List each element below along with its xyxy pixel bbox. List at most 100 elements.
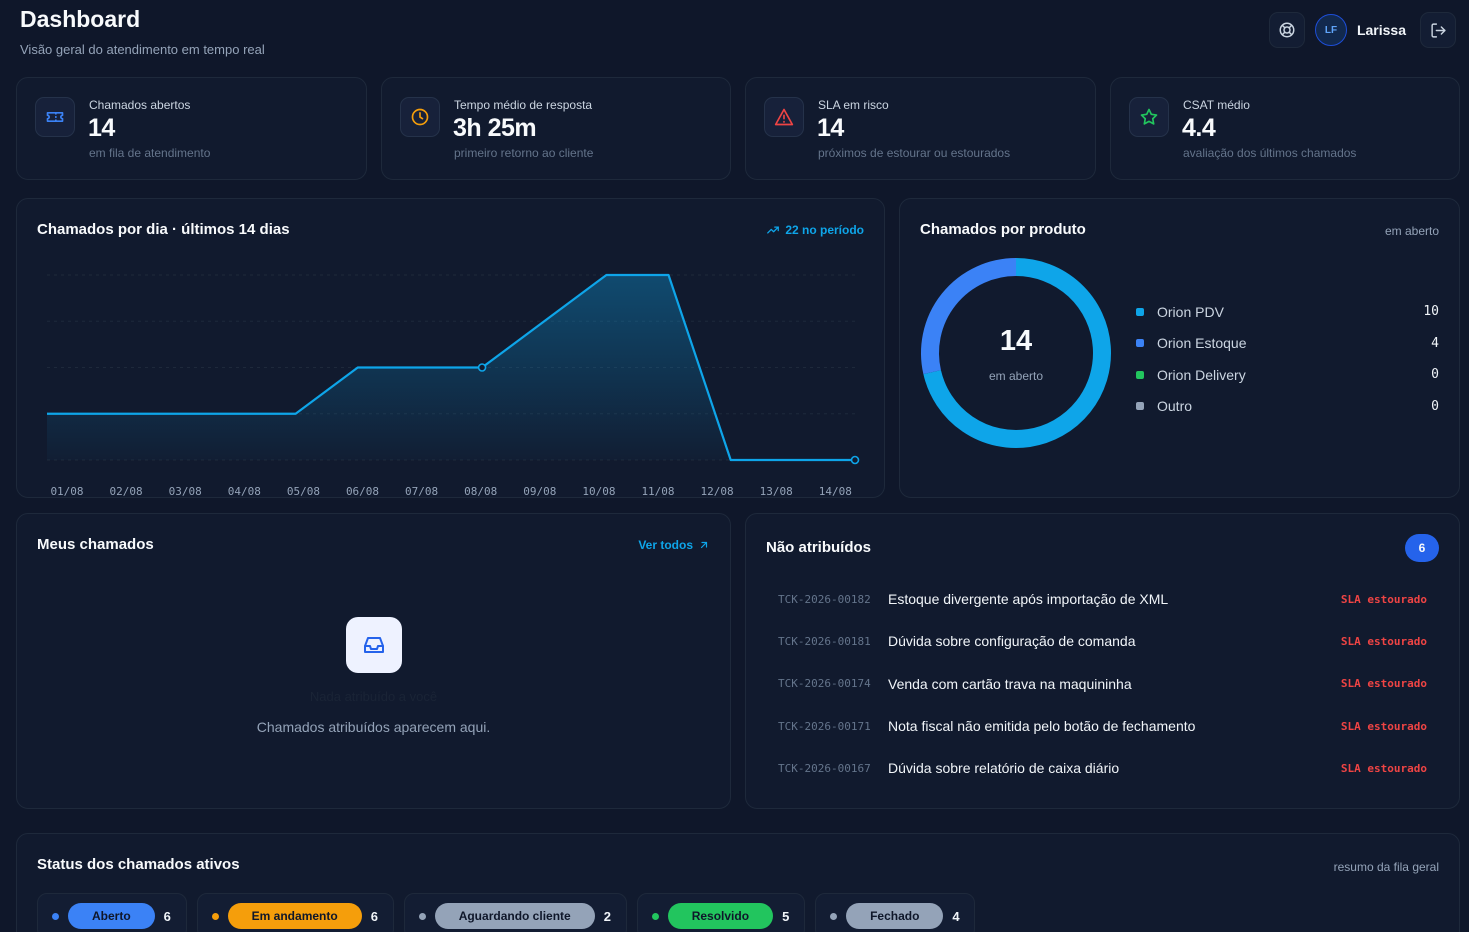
legend-dot [1136, 402, 1144, 411]
status-pill: Fechado [846, 903, 944, 929]
status-dot [52, 912, 59, 920]
period-total-label: 22 no período [785, 223, 864, 237]
sla-status: SLA estourado [1340, 634, 1427, 648]
status-list: Aberto 6 Em andamento 6 Aguardando clien… [37, 893, 976, 932]
kpi-card-sla-risk: SLA em risco 14 próximos de estourar ou … [745, 77, 1096, 180]
my-tickets-card: Meus chamados Ver todos Nada atribuído a… [16, 513, 731, 809]
lifebuoy-icon [1279, 22, 1295, 38]
kpi-card-response-time: Tempo médio de resposta 3h 25m primeiro … [381, 77, 731, 180]
donut-slice[interactable] [923, 258, 1111, 448]
x-tick-label: 09/08 [523, 485, 556, 498]
status-item-waiting-customer[interactable]: Aguardando cliente 2 [403, 893, 627, 932]
legend-count: 0 [1431, 367, 1439, 383]
sla-status: SLA estourado [1340, 719, 1427, 733]
kpi-value: 14 [88, 114, 115, 142]
view-all-link[interactable]: Ver todos [638, 538, 710, 552]
ticket-row[interactable]: TCK-2026-00182 Estoque divergente após i… [778, 578, 1427, 620]
status-item-resolved[interactable]: Resolvido 5 [636, 893, 806, 932]
my-tickets-title: Meus chamados [37, 536, 154, 553]
kpi-label: Tempo médio de resposta [454, 98, 593, 112]
product-chart-title: Chamados por produto [920, 221, 1086, 238]
empty-state-title: Nada atribuído a você [309, 689, 438, 704]
x-tick-label: 05/08 [287, 485, 320, 498]
star-icon [1140, 108, 1158, 125]
clock-icon [411, 108, 429, 126]
kpi-sub: primeiro retorno ao cliente [454, 146, 594, 160]
donut-slice[interactable] [921, 258, 1017, 375]
ticket-id: TCK-2026-00174 [778, 677, 871, 691]
ticket-title: Venda com cartão trava na maquininha [888, 675, 1132, 692]
inbox-icon [364, 637, 384, 653]
status-item-closed[interactable]: Fechado 4 [815, 893, 976, 932]
alert-triangle-icon [774, 108, 794, 126]
kpi-sub: em fila de atendimento [89, 146, 211, 160]
product-donut-chart [921, 258, 1111, 448]
status-pill: Aberto [68, 903, 155, 929]
x-tick-label: 07/08 [405, 485, 438, 498]
logout-icon [1430, 22, 1446, 38]
empty-state-text: Chamados atribuídos aparecem aqui. [256, 719, 491, 735]
data-point[interactable] [477, 363, 487, 372]
kpi-card-csat: CSAT médio 4.4 avaliação dos últimos cha… [1110, 77, 1460, 180]
legend-count: 4 [1431, 335, 1439, 351]
legend-label: Orion PDV [1157, 303, 1224, 320]
x-tick-label: 13/08 [760, 485, 793, 498]
logout-button[interactable] [1420, 12, 1456, 48]
kpi-sub: avaliação dos últimos chamados [1183, 146, 1357, 160]
kpi-icon-box [400, 97, 440, 137]
series-line [47, 273, 855, 462]
kpi-label: CSAT médio [1183, 98, 1250, 112]
product-chart-card: Chamados por produto em aberto 14 em abe… [899, 198, 1460, 498]
status-dot [830, 912, 838, 920]
status-item-open[interactable]: Aberto 6 [37, 893, 187, 932]
ticket-icon [46, 112, 64, 122]
unassigned-count-badge: 6 [1405, 534, 1439, 562]
ticket-row[interactable]: TCK-2026-00171 Nota fiscal não emitida p… [778, 705, 1427, 747]
status-count: 4 [952, 908, 960, 924]
legend-item: Orion Estoque 4 [1136, 328, 1439, 360]
unassigned-card: Não atribuídos 6 TCK-2026-00182 Estoque … [745, 513, 1460, 809]
legend-label: Orion Estoque [1157, 335, 1247, 352]
sla-status: SLA estourado [1340, 592, 1427, 606]
status-count: 6 [370, 908, 378, 924]
x-tick-label: 12/08 [701, 485, 734, 498]
daily-chart-title: Chamados por dia · últimos 14 dias [37, 221, 290, 238]
x-tick-label: 08/08 [464, 485, 497, 498]
x-tick-label: 14/08 [819, 485, 852, 498]
status-dot [651, 912, 659, 920]
data-point[interactable] [850, 455, 860, 465]
status-item-in-progress[interactable]: Em andamento 6 [196, 893, 394, 932]
kpi-sub: próximos de estourar ou estourados [818, 146, 1011, 160]
ticket-row[interactable]: TCK-2026-00181 Dúvida sobre configuração… [778, 620, 1427, 662]
legend-label: Orion Delivery [1157, 366, 1246, 383]
sla-status: SLA estourado [1340, 761, 1427, 775]
status-dot [418, 912, 426, 920]
x-tick-label: 10/08 [582, 485, 615, 498]
daily-chart-card: Chamados por dia · últimos 14 dias 22 no… [16, 198, 885, 498]
kpi-icon-box [764, 97, 804, 137]
ticket-title: Dúvida sobre configuração de comanda [888, 633, 1136, 650]
status-count: 6 [163, 908, 171, 924]
status-card: Status dos chamados ativos resumo da fil… [16, 833, 1460, 932]
x-tick-label: 06/08 [346, 485, 379, 498]
kpi-card-open: Chamados abertos 14 em fila de atendimen… [16, 77, 367, 180]
user-name[interactable]: Larissa [1356, 22, 1406, 38]
unassigned-title: Não atribuídos [766, 539, 872, 556]
legend-item: Outro 0 [1136, 391, 1439, 423]
ticket-row[interactable]: TCK-2026-00167 Dúvida sobre relatório de… [778, 747, 1427, 789]
status-hint: resumo da fila geral [1333, 860, 1439, 874]
support-button[interactable] [1268, 12, 1305, 48]
arrow-up-right-icon [700, 541, 708, 549]
ticket-id: TCK-2026-00181 [778, 634, 871, 648]
trending-up-icon [767, 226, 780, 234]
status-count: 5 [782, 908, 790, 924]
period-total-link[interactable]: 22 no período [766, 223, 864, 237]
ticket-row[interactable]: TCK-2026-00174 Venda com cartão trava na… [778, 663, 1427, 705]
avatar[interactable]: LF [1314, 14, 1347, 46]
legend-dot [1136, 307, 1144, 316]
status-pill: Aguardando cliente [434, 903, 595, 929]
ticket-title: Dúvida sobre relatório de caixa diário [888, 760, 1120, 777]
empty-state-icon-box [346, 617, 402, 673]
page-subtitle: Visão geral do atendimento em tempo real [20, 42, 265, 57]
unassigned-ticket-list: TCK-2026-00182 Estoque divergente após i… [778, 578, 1427, 789]
